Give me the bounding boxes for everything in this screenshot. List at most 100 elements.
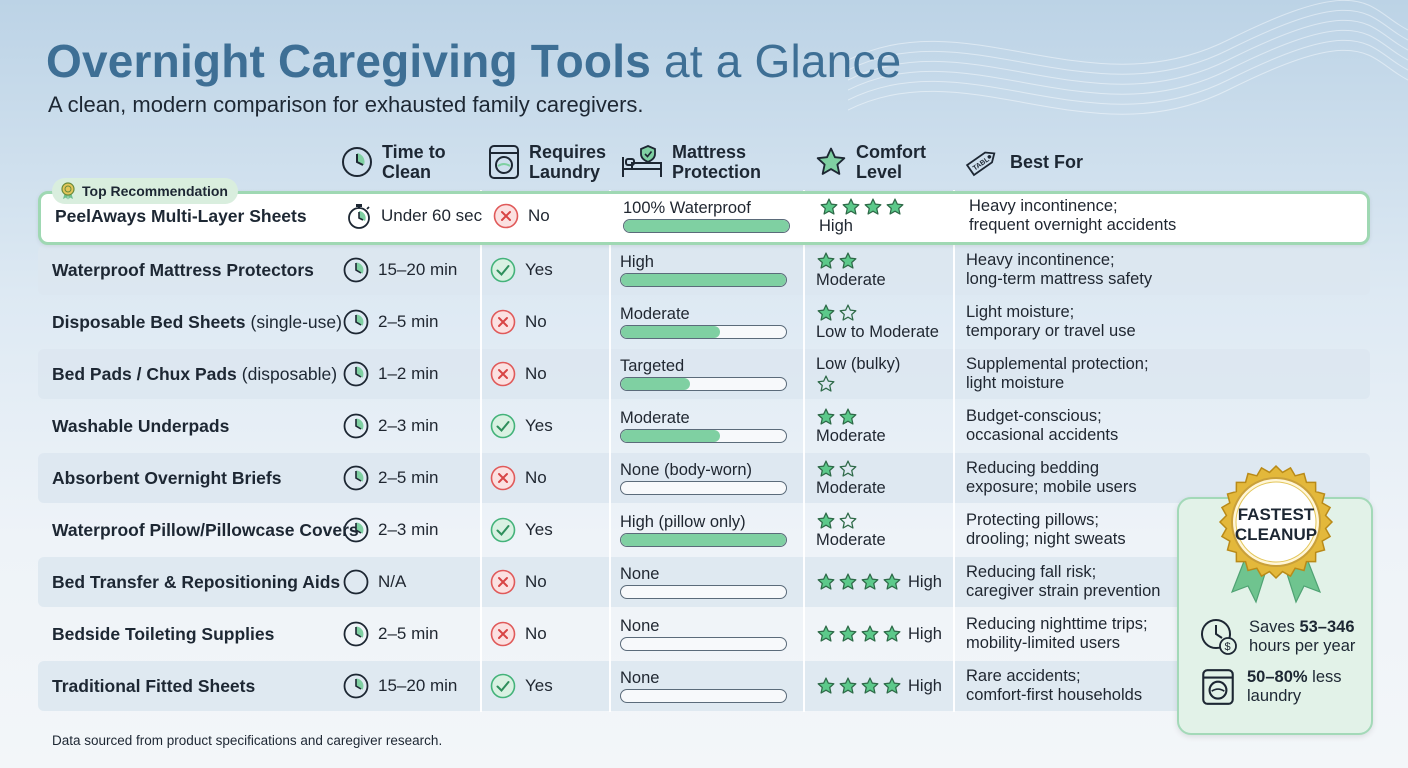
cross-circle-icon [490,361,516,387]
time-to-clean: 15–20 min [342,245,457,295]
protection-label: Moderate [620,409,690,427]
mattress-protection: 100% Waterproof [623,192,793,240]
comfort-stars [816,251,886,271]
check-circle-icon [490,257,516,283]
column-divider [803,190,805,712]
comfort-stars [816,374,900,394]
column-header-protection: Mattress Protection [620,140,762,184]
filled-star-icon [817,251,835,269]
requires-laundry: No [493,192,550,240]
mattress-protection: Moderate [620,297,790,347]
comfort-stars [816,303,939,323]
filled-star-icon [883,573,901,590]
background-wave-lines [848,0,1408,115]
time-to-clean: 2–3 min [342,505,438,555]
top-recommendation-badge: Top Recommendation [52,178,238,204]
table-row: Absorbent Overnight Briefs 2–5 min No No… [38,453,1370,503]
comfort-level: High [819,192,969,240]
requires-laundry: No [490,349,547,399]
column-divider [480,190,482,712]
filled-star-icon [883,625,901,642]
clock-icon [343,257,369,283]
best-for: Supplemental protection; light moisture [966,355,1149,392]
time-to-clean: 2–3 min [342,401,438,451]
empty-star-icon [817,374,835,392]
product-name: Washable Underpads [52,415,230,436]
product-name: Disposable Bed Sheets (single-use) [52,311,342,332]
best-for: Heavy incontinence; long-term mattress sa… [966,251,1153,288]
award-rosette-icon [1218,464,1334,604]
check-circle-icon [490,413,516,439]
filled-star-icon [817,303,835,321]
comfort-stars [816,624,902,644]
product-name: Waterproof Mattress Protectors [52,259,314,280]
best-for: Light moisture; temporary or travel use [966,303,1136,340]
table-row: Washable Underpads 2–3 min Yes Moderate … [38,401,1370,451]
check-circle-icon [490,673,516,699]
protection-bar-fill [621,378,691,390]
table-row: Waterproof Pillow/Pillowcase Covers 2–3 … [38,505,1370,555]
time-to-clean: Under 60 sec [345,192,482,240]
table-row: Bed Pads / Chux Pads (disposable) 1–2 min… [38,349,1370,399]
time-to-clean: N/A [342,557,406,607]
mattress-protection: High (pillow only) [620,505,790,555]
protection-label: None [620,565,660,583]
table-row: Waterproof Mattress Protectors 15–20 min… [38,245,1370,295]
filled-star-icon [839,251,857,269]
comfort-level: Low to Moderate [816,297,966,347]
clock-icon [343,361,369,387]
protection-bar [620,273,787,287]
cross-circle-icon [490,621,516,647]
protection-bar-fill [621,326,720,338]
product-name: Traditional Fitted Sheets [52,675,256,696]
comfort-label: Moderate [816,478,886,497]
comfort-stars [816,572,902,592]
comfort-label: High [908,676,942,695]
clock-icon [343,413,369,439]
comfort-label: High [908,624,942,643]
product-name: PeelAways Multi-Layer Sheets [55,205,307,226]
filled-star-icon [817,511,835,529]
filled-star-icon [817,625,835,642]
comfort-level: Moderate [816,401,966,451]
time-to-clean: 15–20 min [342,661,457,711]
best-for: Budget-conscious; occasional accidents [966,407,1119,444]
comfort-label: Low (bulky) [816,354,901,373]
protection-label: Targeted [620,357,685,375]
stopwatch-icon [348,204,370,229]
comfort-stars [816,407,886,427]
star-icon [816,147,846,175]
cross-circle-icon [493,203,519,229]
comfort-level: Moderate [816,505,966,555]
table-row: Traditional Fitted Sheets 15–20 min Yes … [38,661,1370,711]
best-for: Reducing nighttime trips; mobility-limite… [966,615,1148,652]
clock-icon [342,147,372,177]
washing-machine-icon [1202,669,1234,705]
comfort-label: Moderate [816,426,886,445]
mattress-protection: None (body-worn) [620,453,790,503]
product-name: Waterproof Pillow/Pillowcase Covers [52,519,359,540]
filled-star-icon [883,677,901,694]
product-name: Bedside Toileting Supplies [52,623,275,644]
protection-bar [620,637,787,651]
comfort-stars [816,511,886,531]
comfort-stars [816,676,902,696]
clock-icon [343,621,369,647]
column-header-laundry: Requires Laundry [487,140,609,184]
protection-bar [620,429,787,443]
clock-icon [343,465,369,491]
protection-bar [620,481,787,495]
filled-star-icon [817,459,835,477]
requires-laundry: No [490,609,547,659]
bed-shield-icon [622,145,662,177]
cross-circle-icon [490,569,516,595]
time-to-clean: 1–2 min [342,349,438,399]
award-ribbon-icon [61,182,75,200]
laundry-reduction-stat: 50–80% less laundry [1199,667,1342,707]
requires-laundry: Yes [490,661,553,711]
filled-star-icon [817,407,835,425]
column-header-best-for: TABL Best For [962,140,1083,184]
mattress-protection: High [620,245,790,295]
comfort-level: High [816,661,966,711]
product-name: Absorbent Overnight Briefs [52,467,282,488]
